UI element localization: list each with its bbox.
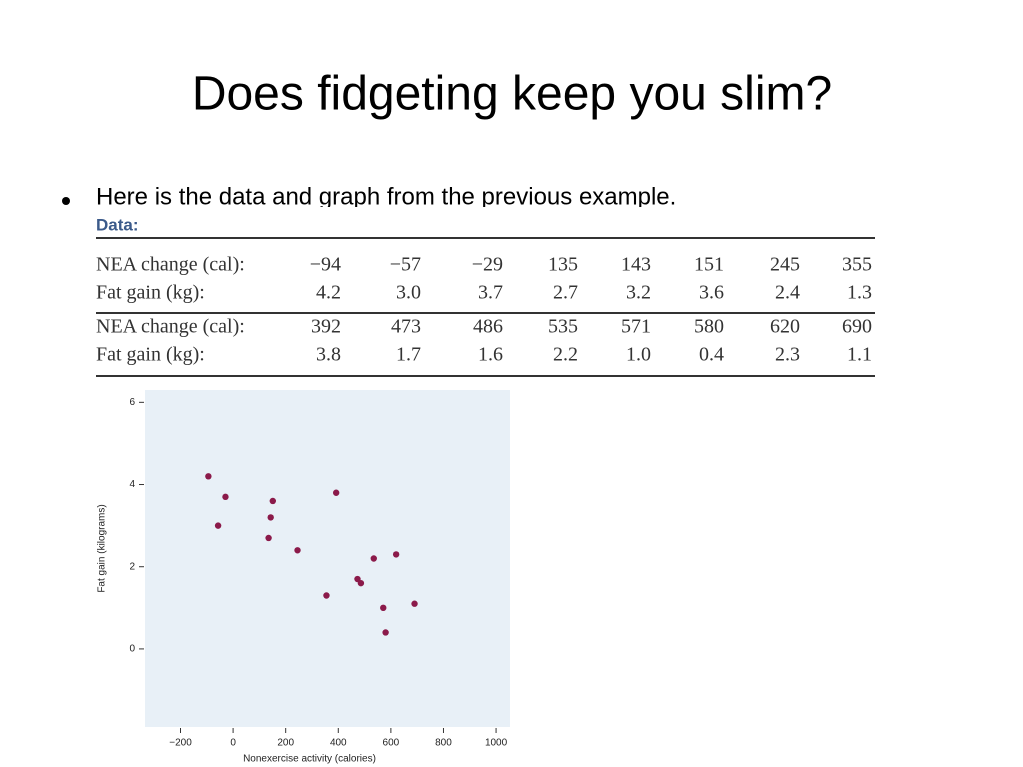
table-panel: [88, 207, 888, 377]
table-cell: 355: [842, 254, 872, 276]
x-tick-label: 200: [277, 738, 294, 749]
table-cell: −57: [390, 254, 421, 276]
table-cell: 1.7: [396, 344, 421, 366]
table-cell: 1.3: [847, 282, 872, 304]
x-tick-label: 1000: [485, 738, 508, 749]
slide-title: Does fidgeting keep you slim?: [192, 68, 832, 121]
x-axis-label: Nonexercise activity (calories): [243, 754, 376, 765]
y-tick-label: 0: [129, 644, 135, 655]
table-cell: 2.7: [553, 282, 578, 304]
data-point: [323, 592, 330, 599]
table-cell: 620: [770, 316, 800, 338]
table-cell: 151: [694, 254, 724, 276]
y-tick-label: 6: [129, 397, 135, 408]
plot-area: [145, 390, 510, 727]
table-cell: 571: [621, 316, 651, 338]
row-label: Fat gain (kg):: [96, 344, 205, 366]
row-label: Fat gain (kg):: [96, 282, 205, 304]
table-cell: 4.2: [316, 282, 341, 304]
table-cell: 245: [770, 254, 800, 276]
table-cell: 3.8: [316, 344, 341, 366]
table-cell: 535: [548, 316, 578, 338]
data-point: [269, 497, 277, 505]
data-point: [222, 493, 229, 501]
table-cell: −94: [310, 254, 341, 276]
table-cell: 2.4: [775, 282, 800, 304]
table-cell: 486: [473, 316, 503, 338]
data-point: [357, 579, 365, 587]
table-caption: Data:: [96, 215, 139, 234]
row-label: NEA change (cal):: [96, 254, 245, 276]
x-tick-label: 0: [230, 738, 236, 749]
data-point: [392, 551, 400, 558]
table-cell: 2.3: [775, 344, 800, 366]
data-point: [265, 534, 272, 542]
table-cell: 580: [694, 316, 724, 338]
data-point: [214, 522, 222, 529]
table-cell: 1.1: [847, 344, 872, 366]
scatter-chart: 0 2 4 6 −200 0 200 400 600 800 1000 Nonexercise act…: [97, 390, 510, 765]
data-point: [294, 547, 301, 554]
table-cell: 3.7: [478, 282, 503, 304]
table-cell: 3.2: [626, 282, 651, 304]
x-tick-label: 600: [383, 738, 400, 749]
table-cell: 3.6: [699, 282, 724, 304]
table-cell: 0.4: [699, 344, 724, 366]
data-point: [370, 555, 377, 562]
data-point: [205, 473, 212, 480]
table-cell: 3.0: [396, 282, 421, 304]
table-cell: 473: [391, 316, 421, 338]
x-tick-label: −200: [169, 738, 192, 749]
table-cell: 2.2: [553, 344, 578, 366]
data-point: [382, 629, 389, 636]
table-cell: 135: [548, 254, 578, 276]
table-cell: 1.6: [478, 344, 503, 366]
table-cell: −29: [472, 254, 503, 276]
data-point: [267, 514, 274, 521]
data-point: [411, 600, 418, 607]
x-tick-label: 400: [330, 738, 347, 749]
bullet-dot: [62, 197, 70, 205]
table-body: NEA change (cal): −94 −57 −29 135 143 151 245 35…: [96, 254, 872, 366]
table-cell: 143: [621, 254, 651, 276]
x-tick-label: 800: [435, 738, 452, 749]
data-point: [380, 604, 387, 612]
table-cell: 1.0: [626, 344, 651, 366]
table-cell: 392: [311, 316, 341, 338]
row-label: NEA change (cal):: [96, 316, 245, 338]
y-tick-label: 4: [129, 479, 135, 490]
y-tick-label: 2: [129, 561, 135, 572]
bullet-text: Here is the data and graph from the prev…: [96, 183, 676, 210]
table-cell: 690: [842, 316, 872, 338]
y-axis-label: Fat gain (kilograms): [97, 504, 108, 592]
data-point: [332, 489, 340, 496]
